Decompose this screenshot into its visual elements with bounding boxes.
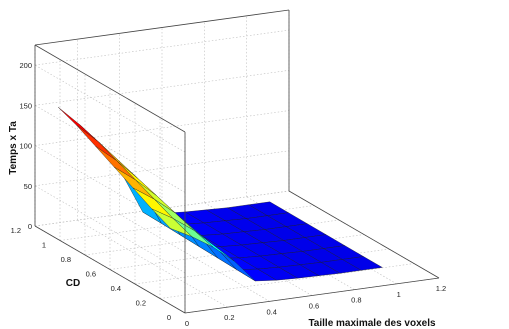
axis-edge bbox=[34, 44, 186, 133]
y-tick-label: 1 bbox=[42, 241, 46, 250]
y-tick-label: 1.2 bbox=[11, 226, 21, 235]
x-tick-label: 0.8 bbox=[351, 296, 361, 305]
x-axis-label: Taille maximale des voxels bbox=[308, 318, 436, 329]
y-tick-label: 0.4 bbox=[111, 284, 121, 293]
x-tick-label: 0 bbox=[185, 319, 189, 328]
z-tick-label: 200 bbox=[19, 61, 32, 70]
grid-line bbox=[34, 190, 290, 227]
grid-line bbox=[34, 110, 290, 146]
x-tick-label: 0.4 bbox=[266, 307, 276, 316]
grid-line bbox=[34, 185, 186, 274]
grid-line bbox=[34, 64, 186, 153]
y-axis-label: CD bbox=[66, 278, 80, 289]
grid-line bbox=[34, 150, 290, 187]
grid-line bbox=[34, 105, 186, 193]
z-tick-label: 50 bbox=[24, 182, 32, 191]
axes-box bbox=[34, 9, 440, 314]
x-tick-label: 0.2 bbox=[224, 313, 234, 322]
surface-facet bbox=[97, 141, 139, 179]
grid-line bbox=[34, 29, 290, 66]
x-tick-label: 1 bbox=[397, 290, 401, 299]
z-axis-label: Temps x Ta bbox=[8, 121, 19, 175]
z-tick-label: 150 bbox=[19, 101, 32, 110]
axis-edge bbox=[184, 277, 440, 314]
z-tick-label: 0 bbox=[28, 222, 32, 231]
x-tick-label: 1.2 bbox=[436, 284, 446, 293]
axis-edge bbox=[34, 9, 290, 46]
tick-labels: 0 0.2 0.4 0.6 0.8 1 1.2 0 0.2 0.4 0.6 0.8 1 1.2 0 50 100… bbox=[11, 61, 447, 328]
y-tick-label: 0.8 bbox=[61, 255, 71, 264]
grid-line bbox=[34, 70, 290, 106]
axis-edge bbox=[34, 225, 186, 314]
z-tick-label: 100 bbox=[19, 142, 32, 151]
surface-facet bbox=[76, 125, 117, 161]
y-tick-label: 0.2 bbox=[136, 299, 146, 308]
x-tick-label: 0.6 bbox=[309, 302, 319, 311]
surface-facet bbox=[57, 106, 99, 142]
y-tick-label: 0.6 bbox=[86, 270, 96, 279]
axis-edge bbox=[288, 190, 440, 279]
y-tick-label: 0 bbox=[167, 313, 171, 322]
surface-layer bbox=[57, 106, 383, 282]
